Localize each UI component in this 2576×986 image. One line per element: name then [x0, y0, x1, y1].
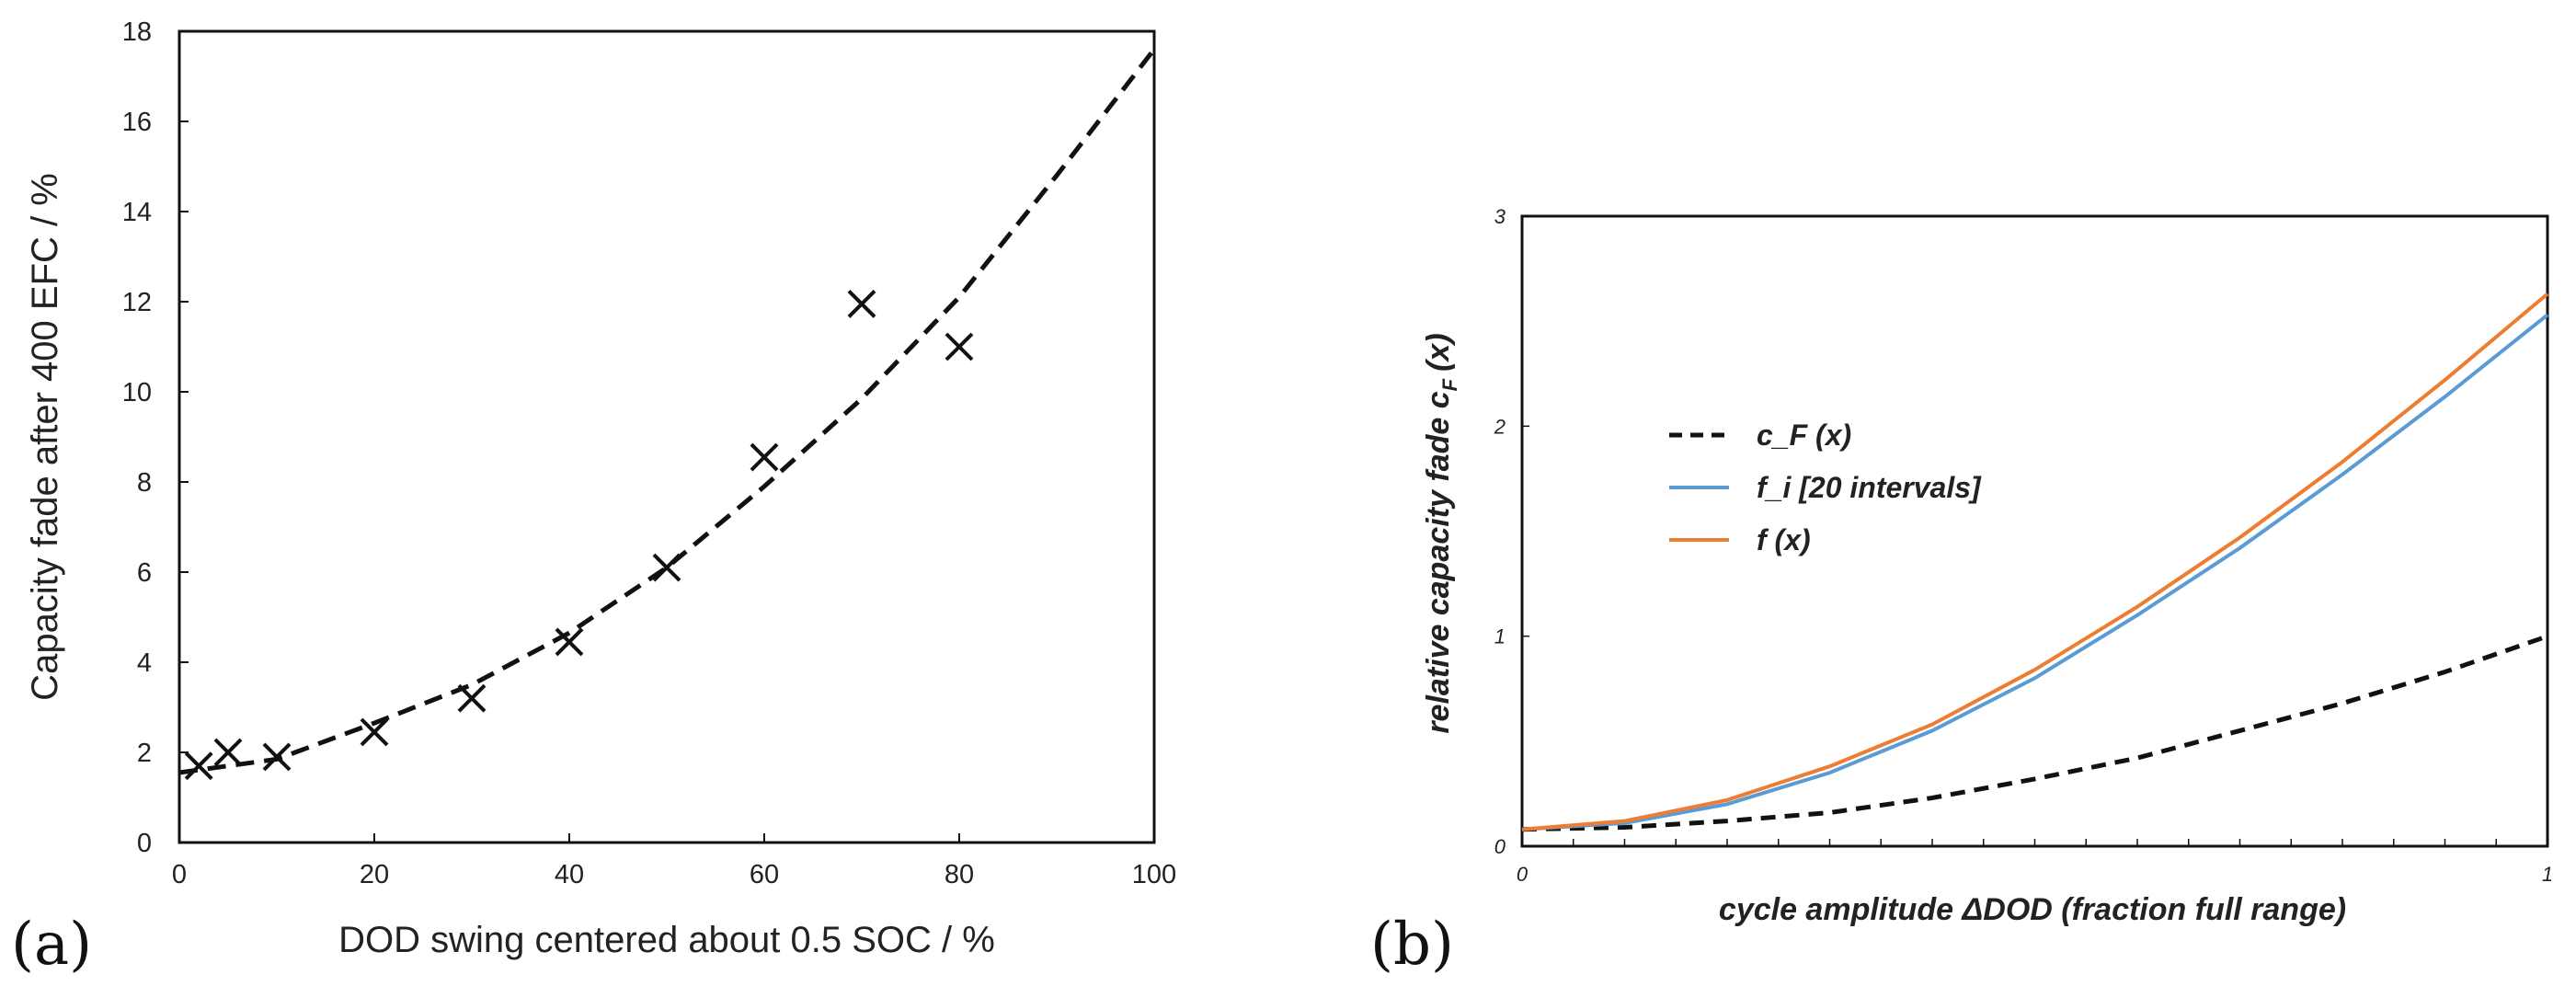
y-tick-label: 16	[122, 108, 152, 137]
panel-b-line-chart: 0 1 0 1 2 3 c_F (x) f_i [20 intervals] f (x) cy…	[1370, 205, 2553, 979]
series-line	[1521, 313, 2549, 831]
x-axis-title: cycle amplitude ΔDOD (fraction full rang…	[1719, 892, 2346, 927]
legend-label: c_F (x)	[1757, 418, 1851, 452]
data-point-x-marker	[360, 717, 389, 747]
x-tick-label: 1	[2542, 863, 2553, 886]
x-tick-label: 60	[750, 860, 779, 889]
data-point-x-marker	[750, 442, 779, 472]
panel-a-scatter-chart: 0 20 40 60 80 100 0 2 4 6 8 10 12 14 16 18 DOD swing ce…	[11, 17, 1176, 979]
axis-ticks	[1522, 215, 2497, 847]
y-tick-label: 8	[137, 468, 152, 498]
y-tick-label: 2	[1494, 415, 1506, 438]
x-tick-label: 40	[555, 860, 584, 889]
y-axis-title-tail: (x)	[1421, 333, 1456, 372]
y-tick-label: 4	[137, 648, 152, 678]
y-tick-label: 2	[137, 739, 152, 768]
legend-label: f (x)	[1757, 523, 1811, 556]
x-axis-title: DOD swing centered about 0.5 SOC / %	[338, 920, 995, 960]
data-point-x-marker	[555, 627, 584, 657]
y-axis-title-main: relative capacity fade c	[1421, 391, 1456, 733]
data-point-x-marker	[945, 332, 974, 361]
tick-labels: 0 20 40 60 80 100 0 2 4 6 8 10 12 14 16 18	[122, 17, 1176, 889]
x-tick-label: 0	[1517, 863, 1528, 886]
data-point-x-marker	[847, 290, 876, 318]
panel-label-a: (a)	[11, 911, 92, 979]
data-point-x-marker	[652, 553, 681, 582]
y-tick-label: 14	[122, 198, 152, 227]
legend: c_F (x) f_i [20 intervals] f (x)	[1669, 418, 1982, 556]
y-tick-label: 6	[137, 558, 152, 588]
data-point-x-marker	[184, 751, 213, 781]
plot-area-frame	[177, 29, 1156, 844]
y-tick-label: 0	[1494, 835, 1506, 858]
y-tick-label: 1	[1494, 625, 1506, 648]
x-tick-label: 0	[172, 860, 187, 889]
y-tick-label: 0	[137, 829, 152, 858]
axis-ticks	[178, 30, 1155, 843]
data-layer	[178, 48, 1156, 781]
data-point-x-marker	[213, 738, 243, 767]
legend-label: f_i [20 intervals]	[1757, 471, 1982, 504]
plot-area-frame	[1520, 214, 2549, 848]
data-point-x-marker	[262, 742, 292, 772]
legend-item: c_F (x)	[1669, 418, 1851, 452]
series-line	[1521, 292, 2549, 831]
tick-labels: 0 1 0 1 2 3	[1494, 205, 2553, 886]
x-tick-label: 20	[360, 860, 389, 889]
x-tick-label: 100	[1132, 860, 1176, 889]
data-layer	[1521, 292, 2549, 832]
y-tick-label: 3	[1494, 205, 1506, 228]
y-tick-label: 10	[122, 378, 152, 407]
y-axis-title: Capacity fade after 400 EFC / %	[25, 173, 65, 701]
y-axis-title: relative capacity fade cF (x)	[1421, 333, 1461, 733]
x-tick-label: 80	[945, 860, 974, 889]
data-point-x-marker	[457, 683, 487, 713]
y-tick-label: 18	[122, 17, 152, 47]
panel-label-b: (b)	[1370, 911, 1454, 979]
legend-item: f_i [20 intervals]	[1669, 471, 1982, 504]
y-axis-title-subscript: F	[1438, 378, 1461, 391]
series-line	[1521, 634, 2548, 832]
legend-item: f (x)	[1669, 523, 1811, 556]
y-tick-label: 12	[122, 288, 152, 317]
fit-curve-dashed	[178, 48, 1156, 775]
